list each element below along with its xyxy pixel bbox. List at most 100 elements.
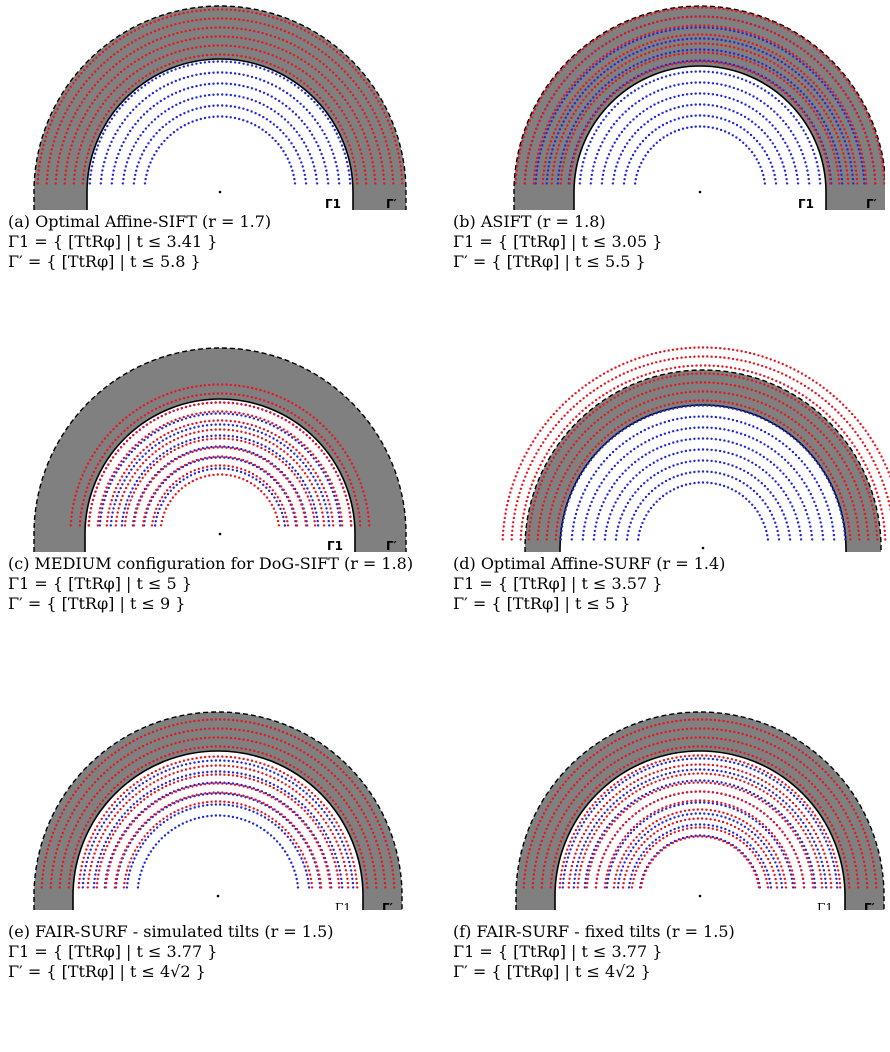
- red-dot: [563, 65, 566, 69]
- red-dot: [317, 460, 320, 463]
- red-dot: [195, 46, 198, 49]
- blue-dot: [337, 177, 340, 181]
- red-dot: [93, 494, 96, 497]
- red-dot: [137, 58, 140, 61]
- red-dot: [158, 499, 162, 503]
- blue-dot: [764, 502, 767, 505]
- blue-dot: [601, 177, 604, 181]
- red-dot: [737, 28, 740, 32]
- blue-dot: [203, 116, 207, 120]
- blue-dot: [631, 104, 634, 108]
- red-dot: [159, 458, 162, 461]
- red-dot: [62, 140, 65, 143]
- red-dot: [274, 455, 278, 458]
- red-dot: [831, 124, 834, 127]
- blue-dot: [132, 108, 135, 112]
- red-dot: [650, 69, 653, 73]
- red-dot: [805, 40, 808, 43]
- blue-dot: [282, 77, 286, 80]
- red-dot: [104, 85, 107, 88]
- red-dot: [747, 12, 750, 16]
- red-dot: [745, 49, 748, 53]
- red-dot: [324, 490, 327, 494]
- red-dot: [780, 45, 784, 49]
- blue-dot: [187, 98, 190, 102]
- red-dot: [587, 106, 590, 110]
- red-dot: [186, 414, 190, 417]
- blue-dot: [179, 113, 182, 117]
- red-dot: [560, 480, 563, 483]
- red-dot: [353, 113, 356, 116]
- red-dot: [259, 477, 262, 480]
- red-dot: [294, 65, 297, 68]
- red-dot: [229, 383, 232, 387]
- red-dot: [853, 160, 856, 164]
- red-dot: [870, 152, 873, 155]
- blue-dot: [605, 55, 608, 58]
- blue-dot: [724, 84, 727, 87]
- blue-dot: [590, 477, 593, 480]
- red-dot: [732, 55, 736, 58]
- red-dot: [819, 121, 822, 124]
- red-dot: [338, 77, 341, 81]
- blue-dot: [255, 65, 258, 68]
- blue-dot: [133, 447, 136, 450]
- blue-dot: [191, 120, 194, 123]
- red-dot: [95, 486, 99, 489]
- blue-dot: [335, 503, 338, 506]
- red-dot: [285, 440, 288, 444]
- blue-dot: [153, 118, 157, 121]
- red-dot: [128, 450, 131, 453]
- red-dot: [91, 102, 94, 105]
- red-dot: [693, 399, 696, 402]
- blue-dot: [803, 504, 806, 508]
- red-dot: [290, 63, 294, 66]
- red-dot: [813, 57, 816, 61]
- red-dot: [376, 144, 379, 147]
- blue-dot: [743, 128, 746, 131]
- blue-dot: [575, 480, 578, 483]
- red-dot: [287, 495, 290, 499]
- blue-dot: [665, 121, 668, 125]
- blue-dot: [604, 84, 607, 87]
- red-dot: [52, 140, 56, 143]
- blue-dot: [592, 96, 595, 99]
- blue-dot: [655, 500, 658, 503]
- blue-dot: [160, 143, 163, 146]
- blue-dot: [121, 519, 124, 523]
- red-dot: [267, 400, 270, 404]
- red-dot: [792, 42, 796, 45]
- blue-dot: [657, 101, 660, 104]
- red-dot: [394, 139, 397, 143]
- blue-dot: [592, 538, 595, 541]
- blue-dot: [295, 130, 298, 134]
- red-dot: [613, 91, 616, 95]
- blue-dot: [610, 108, 613, 112]
- red-dot: [873, 173, 876, 176]
- red-dot: [118, 503, 122, 506]
- red-dot: [255, 21, 258, 24]
- blue-dot: [660, 469, 663, 472]
- blue-dot: [618, 157, 621, 160]
- blue-dot: [635, 38, 639, 42]
- blue-dot: [628, 66, 632, 70]
- blue-dot: [857, 148, 861, 151]
- red-dot: [866, 529, 869, 532]
- blue-dot: [91, 160, 95, 164]
- blue-dot: [731, 430, 734, 433]
- blue-dot: [840, 512, 843, 516]
- red-dot: [779, 421, 782, 424]
- blue-dot: [659, 433, 663, 437]
- red-dot: [711, 42, 715, 46]
- inner-boundary-gamma1: [86, 58, 354, 210]
- red-dot: [231, 53, 235, 57]
- blue-dot: [647, 427, 650, 430]
- blue-dot: [212, 93, 215, 96]
- red-dot: [312, 77, 315, 81]
- red-dot: [195, 449, 198, 452]
- red-dot: [783, 413, 787, 416]
- red-dot: [642, 73, 645, 76]
- blue-dot: [545, 182, 548, 185]
- red-dot: [210, 53, 213, 56]
- red-dot: [667, 394, 670, 397]
